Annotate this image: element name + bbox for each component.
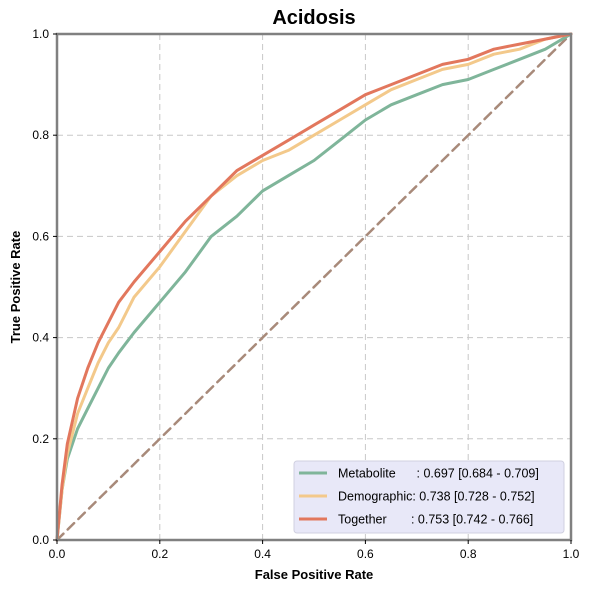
x-tick-label: 0.2 [151,547,168,561]
legend: Metabolite : 0.697 [0.684 - 0.709] Demogr… [294,461,564,533]
y-tick-label: 0.2 [32,432,49,446]
y-tick-label: 0.0 [32,533,49,547]
legend-label-metabolite: Metabolite : 0.697 [0.684 - 0.709] [338,467,539,481]
legend-label-together: Together : 0.753 [0.742 - 0.766] [338,513,533,527]
x-axis-title: False Positive Rate [255,567,374,582]
y-axis-title: True Positive Rate [8,231,23,344]
y-tick-label: 1.0 [32,27,49,41]
x-tick-label: 0.0 [49,547,66,561]
legend-label-demographic: Demographic: 0.738 [0.728 - 0.752] [338,490,535,504]
y-tick-label: 0.8 [32,128,49,142]
y-tick-label: 0.6 [32,229,49,243]
x-tick-label: 0.8 [460,547,477,561]
x-tick-label: 1.0 [563,547,580,561]
x-tick-label: 0.4 [254,547,271,561]
y-tick-label: 0.4 [32,331,49,345]
chart-title: Acidosis [272,7,355,29]
x-tick-label: 0.6 [357,547,374,561]
